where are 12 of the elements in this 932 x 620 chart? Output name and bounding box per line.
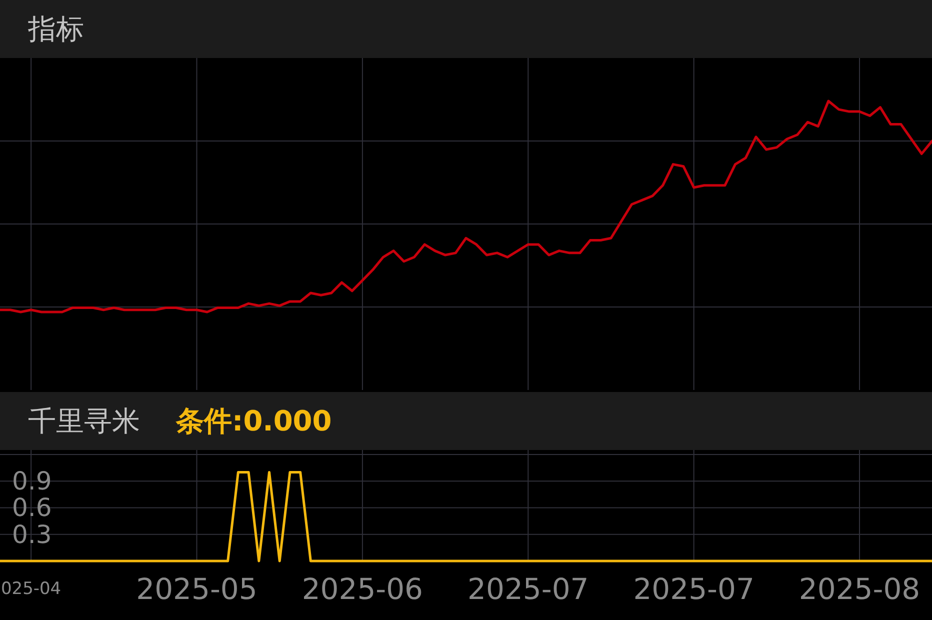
x-tick-label: 2025-06 xyxy=(302,572,424,606)
y-tick-label: 0.6 xyxy=(12,493,52,522)
chart-subtitle: 条件:0.000 xyxy=(175,404,332,438)
x-tick-label: 025-04 xyxy=(1,579,62,599)
chart-title: 千里寻米 xyxy=(28,404,140,438)
x-tick-label: 2025-07 xyxy=(633,572,754,606)
y-tick-label: 0.9 xyxy=(12,466,52,496)
x-tick-label: 2025-05 xyxy=(136,572,258,606)
chart-title: 指标 xyxy=(27,12,84,46)
x-tick-label: 2025-07 xyxy=(468,572,589,606)
x-tick-label: 2025-08 xyxy=(798,572,920,606)
y-tick-label: 0.3 xyxy=(12,520,52,549)
